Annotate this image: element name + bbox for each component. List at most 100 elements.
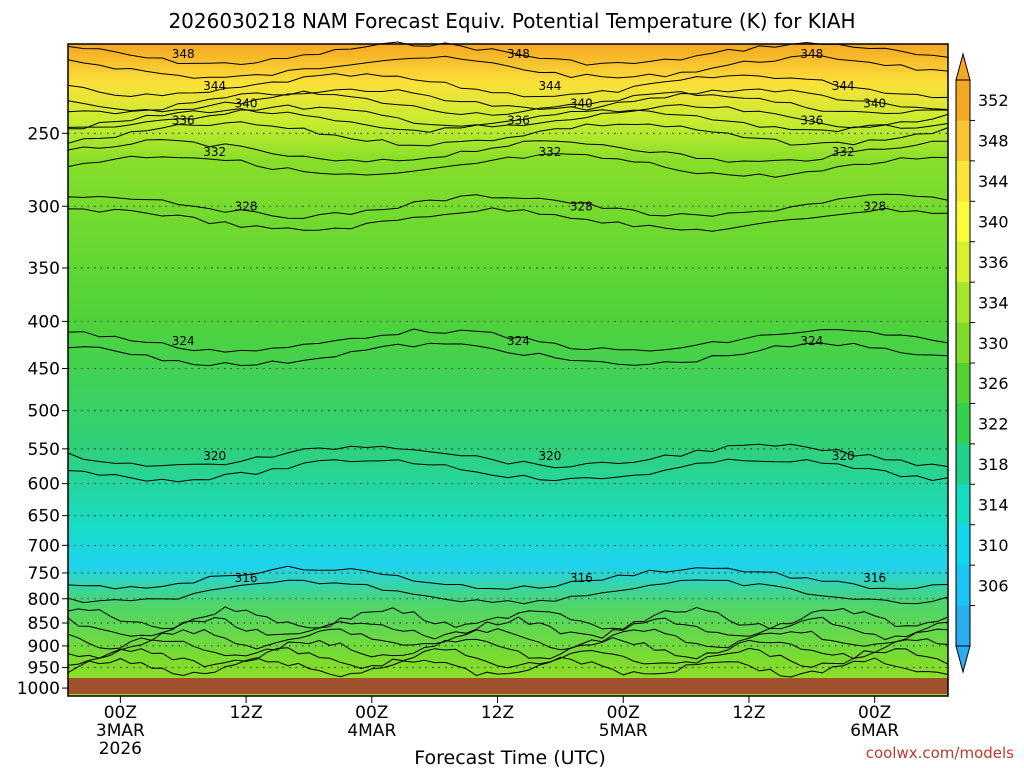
contour-label: 332	[203, 145, 226, 159]
contour-line	[67, 207, 949, 232]
contour-label: 324	[172, 334, 195, 348]
contour-line	[67, 54, 949, 79]
colorbar-label: 314	[978, 496, 1009, 515]
colorbar-label: 310	[978, 536, 1009, 555]
colorbar-label: 340	[978, 213, 1009, 232]
contour-line	[67, 637, 949, 660]
y-tick-label: 700	[28, 536, 60, 556]
y-tick-label: 1000	[17, 679, 60, 699]
colorbar-swatch	[956, 80, 970, 121]
contour-line	[67, 616, 949, 641]
contour-label: 340	[235, 96, 258, 110]
x-tick-label: 00Z	[104, 703, 137, 723]
contour-label: 336	[800, 113, 823, 127]
colorbar-swatch	[956, 282, 970, 324]
contour-line	[67, 90, 949, 116]
contour-line	[67, 458, 949, 483]
contour-label: 344	[832, 79, 855, 93]
contour-label: 348	[507, 47, 530, 61]
contour-line	[67, 565, 949, 590]
colorbar: 352 348 344 340 336 334 330 326 322 318 314 310 306	[955, 52, 1009, 674]
colorbar-swatch	[956, 605, 970, 647]
colorbar-label: 344	[978, 172, 1009, 191]
colorbar-swatch	[956, 443, 970, 485]
contour-line	[67, 606, 949, 630]
contour-label: 336	[507, 113, 530, 127]
contour-line	[67, 342, 949, 367]
x-tick-label: 00Z	[355, 703, 388, 723]
y-tick-label: 400	[28, 312, 60, 332]
contour-labels: 348 348 348 344 344 344 340 340 340 336 336 336 332 3…	[172, 47, 886, 585]
x-tick-label: 12Z	[732, 703, 765, 723]
colorbar-label: 322	[978, 415, 1009, 434]
contour-line	[67, 73, 949, 99]
x-tick-label: 2026	[99, 739, 142, 759]
contour-line	[67, 121, 949, 147]
contour-label: 316	[863, 571, 886, 585]
contour-line	[67, 628, 949, 651]
x-tick-label: 00Z	[607, 703, 640, 723]
y-tick-label: 500	[28, 402, 60, 422]
contour-line	[67, 443, 949, 469]
contour-label: 328	[863, 199, 886, 213]
chart-title: 2026030218 NAM Forecast Equiv. Potential…	[168, 9, 855, 33]
contour-lines	[67, 41, 949, 678]
colorbar-bottom-arrow	[955, 645, 971, 674]
y-tick-label: 550	[28, 440, 60, 460]
colorbar-swatch	[956, 524, 970, 566]
contour-line	[67, 153, 949, 178]
colorbar-swatch	[956, 403, 970, 445]
contour-label: 332	[832, 145, 855, 159]
colorbar-swatch	[956, 120, 970, 162]
contour-line	[67, 104, 949, 129]
colorbar-label: 352	[978, 91, 1009, 110]
contour-label: 344	[538, 79, 561, 93]
y-tick-label: 800	[28, 590, 60, 610]
contour-label: 348	[800, 47, 823, 61]
contour-label: 324	[507, 334, 530, 348]
contour-label: 320	[203, 449, 226, 463]
contour-label: 332	[538, 145, 561, 159]
colorbar-label: 348	[978, 132, 1009, 151]
contour-label: 328	[570, 199, 593, 213]
contour-label: 320	[538, 449, 561, 463]
colorbar-swatch	[956, 322, 970, 364]
colorbar-label: 306	[978, 576, 1009, 595]
contour-label: 344	[203, 79, 226, 93]
credit-text: coolwx.com/models	[866, 744, 1014, 762]
contour-label: 348	[172, 47, 195, 61]
colorbar-label: 334	[978, 293, 1009, 312]
y-tick-label: 350	[28, 259, 60, 279]
x-tick-label: 00Z	[858, 703, 891, 723]
colorbar-swatch	[956, 241, 970, 283]
contour-label: 340	[570, 96, 593, 110]
plot-border	[67, 43, 949, 697]
contour-label: 328	[235, 199, 258, 213]
contour-line	[67, 647, 949, 670]
x-tick-label: 5MAR	[599, 721, 648, 741]
contour-label: 336	[172, 113, 195, 127]
colorbar-swatch	[956, 363, 970, 404]
x-tick-label: 3MAR	[96, 721, 145, 741]
x-axis-label: Forecast Time (UTC)	[414, 747, 605, 768]
contour-line	[67, 139, 948, 163]
contour-label: 316	[235, 571, 258, 585]
contour-line	[67, 656, 949, 678]
contour-line	[67, 579, 949, 605]
contour-label: 316	[570, 571, 593, 585]
colorbar-top-arrow	[955, 52, 971, 81]
contour-line	[67, 41, 949, 66]
colorbar-swatch	[956, 201, 970, 243]
y-axis: 250 300 350 400 450 500 550 600 650 700 750 800 850 9…	[17, 124, 68, 699]
y-tick-label: 450	[28, 360, 60, 380]
colorbar-label: 336	[978, 253, 1009, 272]
x-tick-label: 6MAR	[850, 721, 899, 741]
plot-area	[68, 44, 948, 696]
contour-line	[68, 108, 949, 133]
ground-band	[68, 678, 948, 694]
contour-label: 340	[863, 96, 886, 110]
y-tick-label: 900	[28, 637, 60, 657]
y-tick-label: 250	[28, 124, 60, 144]
y-tick-label: 950	[28, 659, 60, 679]
